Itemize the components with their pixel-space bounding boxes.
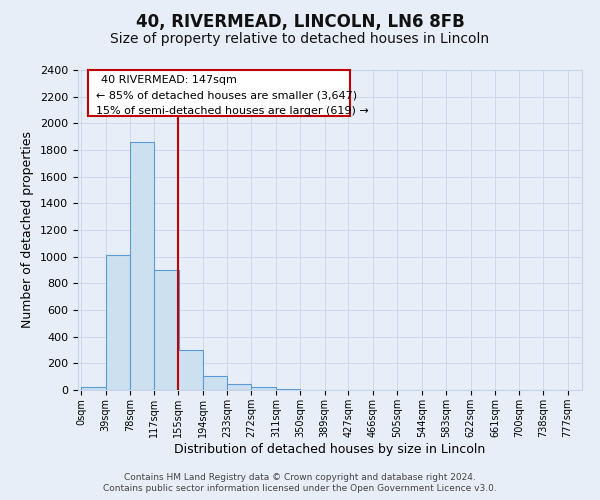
Bar <box>203 376 227 390</box>
Text: 15% of semi-detached houses are larger (619) →: 15% of semi-detached houses are larger (… <box>95 106 368 116</box>
Text: ← 85% of detached houses are smaller (3,647): ← 85% of detached houses are smaller (3,… <box>95 90 357 100</box>
Text: Contains HM Land Registry data © Crown copyright and database right 2024.: Contains HM Land Registry data © Crown c… <box>124 472 476 482</box>
Bar <box>81 388 106 390</box>
Bar <box>106 256 130 390</box>
Text: 40 RIVERMEAD: 147sqm: 40 RIVERMEAD: 147sqm <box>101 75 236 85</box>
FancyBboxPatch shape <box>88 70 350 116</box>
Bar <box>154 270 179 390</box>
X-axis label: Distribution of detached houses by size in Lincoln: Distribution of detached houses by size … <box>175 442 485 456</box>
Bar <box>130 142 154 390</box>
Bar <box>178 350 203 390</box>
Y-axis label: Number of detached properties: Number of detached properties <box>22 132 34 328</box>
Bar <box>227 384 251 390</box>
Bar <box>251 388 276 390</box>
Text: Contains public sector information licensed under the Open Government Licence v3: Contains public sector information licen… <box>103 484 497 493</box>
Text: 40, RIVERMEAD, LINCOLN, LN6 8FB: 40, RIVERMEAD, LINCOLN, LN6 8FB <box>136 12 464 30</box>
Text: Size of property relative to detached houses in Lincoln: Size of property relative to detached ho… <box>110 32 490 46</box>
